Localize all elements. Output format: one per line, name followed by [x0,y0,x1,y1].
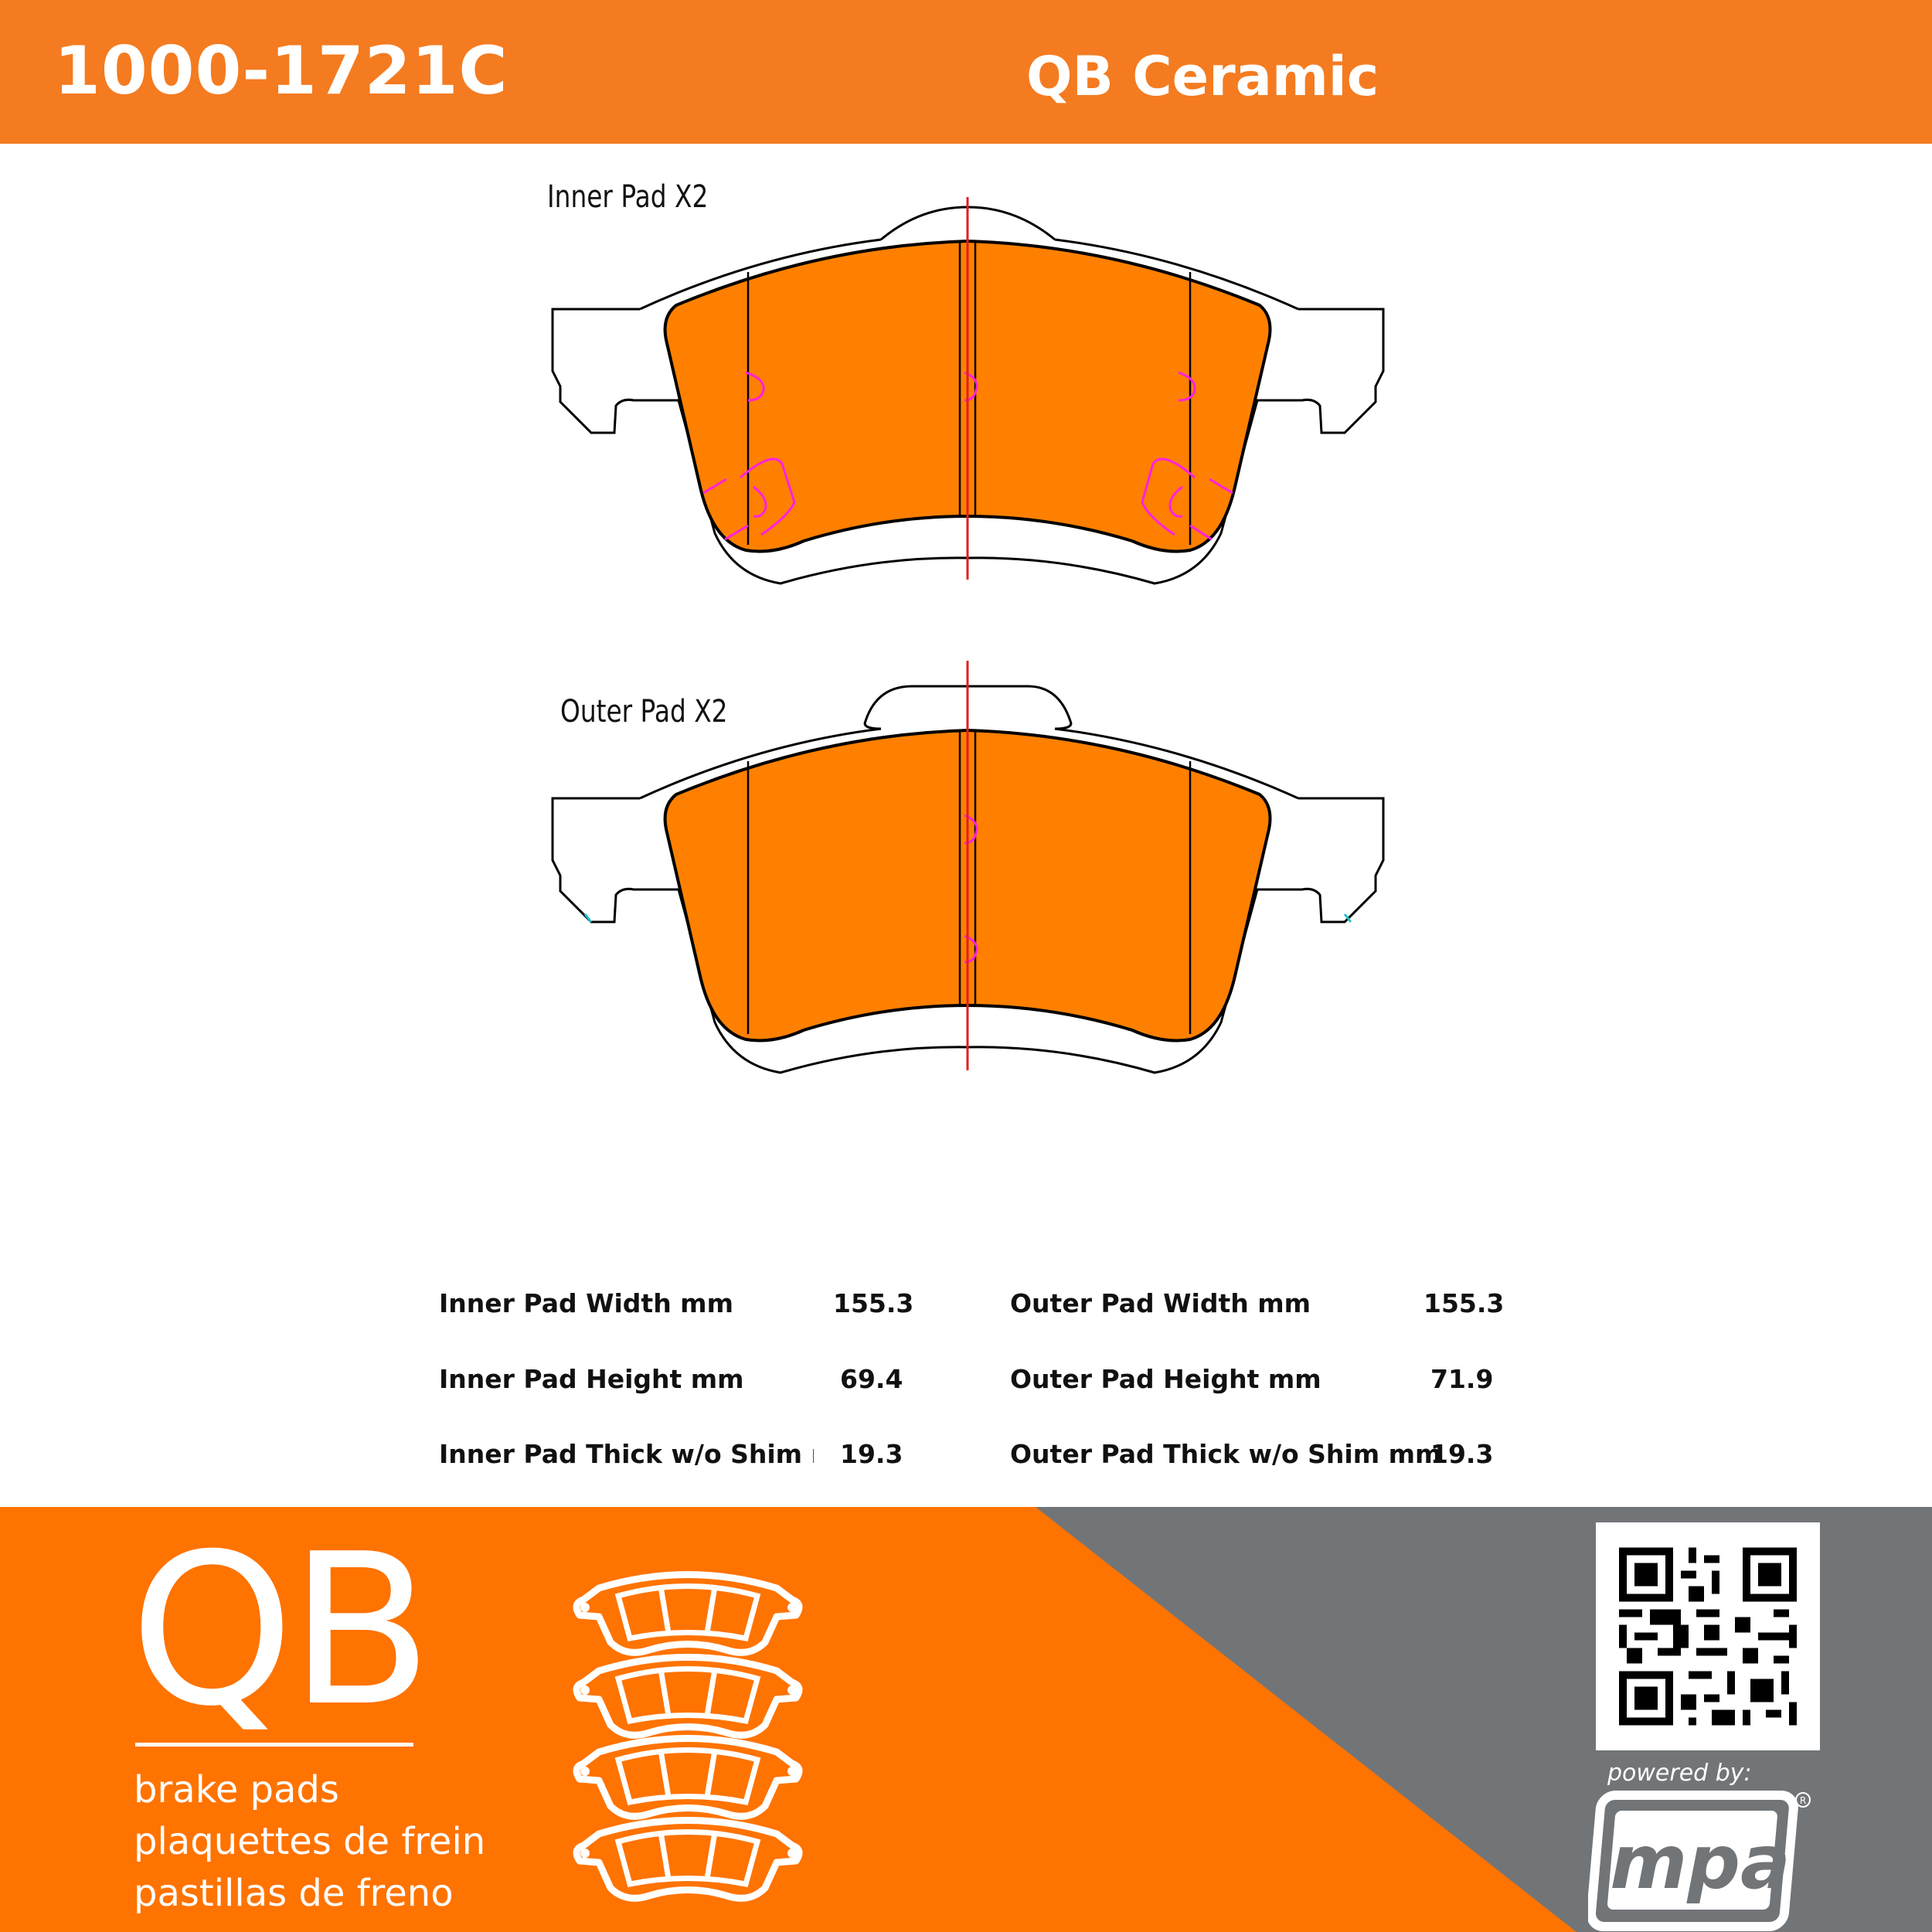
powered-by-label: powered by: [1607,1760,1752,1787]
header-bar: 1000-1721C QB Ceramic [0,0,1932,144]
inner-pad-drawing [551,197,1385,585]
part-number: 1000-1721C [54,32,509,110]
marker-icons [702,371,1233,541]
spec-value: 19.3 [840,1439,903,1469]
spec-label: Inner Pad Height mm [439,1364,744,1394]
mpa-logo: mpa R [1588,1791,1811,1931]
product-line: QB Ceramic [1026,45,1379,108]
spec-label: Outer Pad Thick w/o Shim mm [1010,1439,1442,1469]
footer-text-es: pastillas de freno [134,1872,454,1915]
inner-pad-label: Inner Pad X2 [547,179,709,215]
svg-text:mpa: mpa [1610,1819,1791,1906]
outer-pad-drawing [551,661,1385,1074]
qr-code[interactable] [1596,1522,1820,1750]
qb-logo: QB [130,1509,433,1752]
spec-value: 19.3 [1430,1439,1494,1469]
logo-divider [135,1743,413,1747]
spec-label: Inner Pad Width mm [439,1288,733,1318]
outer-pad-label: Outer Pad X2 [560,694,728,730]
spec-value: 71.9 [1430,1364,1494,1394]
svg-text:R: R [1800,1795,1806,1806]
spec-label: Outer Pad Height mm [1010,1364,1321,1394]
spec-value: 155.3 [1423,1288,1505,1318]
footer-text-fr: plaquettes de frein [134,1820,486,1863]
spec-label: Inner Pad Thick w/o Shim mm [439,1439,814,1469]
pad-drawings [551,197,1385,1074]
spec-value: 69.4 [840,1364,903,1394]
spec-label: Outer Pad Width mm [1010,1288,1311,1318]
spec-value: 155.3 [833,1288,914,1318]
footer-text-en: brake pads [134,1768,339,1811]
